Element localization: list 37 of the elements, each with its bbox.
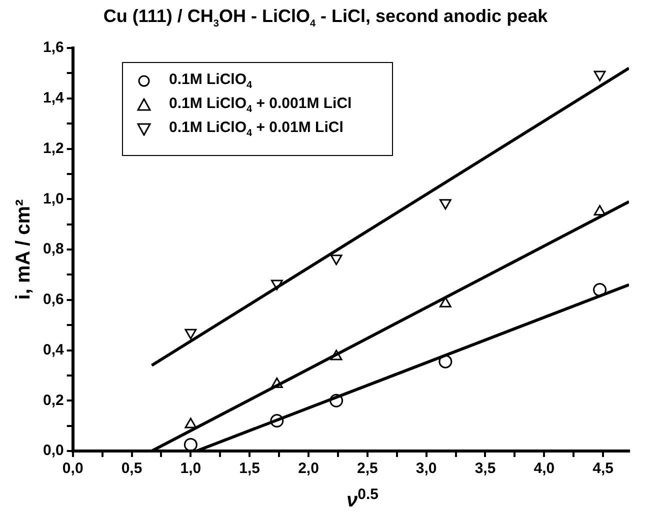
- x-tick-label: 0,5: [121, 460, 142, 478]
- x-tick-label: 1,0: [180, 460, 202, 478]
- point: [439, 199, 452, 210]
- y-tick-label: 1,2: [42, 140, 64, 157]
- x-tick-label: 2,0: [298, 460, 319, 478]
- y-tick-label: 1,4: [42, 90, 64, 107]
- x-tick-label: 4,5: [592, 460, 614, 478]
- point: [593, 283, 607, 297]
- point: [438, 354, 452, 368]
- legend-label: 0.1M LiClO$_{4}$ + 0.01M LiCl: [169, 119, 344, 139]
- y-tick-label: 0,0: [42, 442, 64, 460]
- y-tick-label: 0,8: [42, 240, 64, 258]
- point: [330, 394, 344, 408]
- point: [184, 418, 197, 428]
- y-tick-label: 0,6: [42, 291, 64, 308]
- point: [270, 378, 283, 388]
- y-tick-label: 1,0: [42, 190, 64, 208]
- point: [184, 438, 198, 451]
- x-tick-label: 3,0: [416, 460, 437, 478]
- point: [270, 280, 283, 290]
- y-axis-title: i, mA / cm²: [12, 198, 35, 300]
- x-tick-label: 4,0: [534, 460, 555, 478]
- x-tick-label: 0,0: [62, 460, 84, 478]
- chart-title: Cu (111) / CH$_{3}$OH - LiClO$_{4}$ - LiCl, second anodic peak: [102, 6, 549, 30]
- x-tick-label: 2,5: [356, 460, 378, 478]
- x-axis-title: ν$^{0.5}$: [346, 486, 380, 513]
- point: [270, 414, 284, 428]
- y-tick-label: 1,6: [42, 39, 64, 56]
- x-tick-label: 1,5: [239, 460, 260, 478]
- y-tick-label: 0,2: [42, 392, 64, 409]
- point: [184, 328, 197, 340]
- point: [330, 254, 342, 266]
- y-tick-label: 0,4: [42, 341, 64, 358]
- legend-label: 0.1M LiClO$_{4}$ + 0.001M LiCl: [169, 95, 352, 115]
- x-tick-label: 3,5: [474, 460, 496, 478]
- legend-label: 0.1M LiClO$_{4}$: [169, 71, 252, 91]
- point: [594, 70, 606, 82]
